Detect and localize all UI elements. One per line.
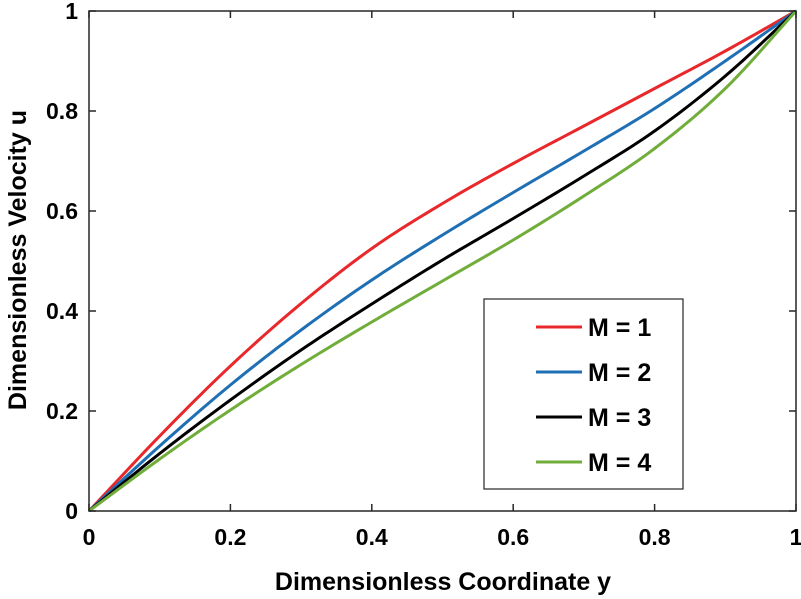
x-tick-label: 1 (790, 524, 801, 550)
series-line-m2 (87, 9, 797, 513)
series-line-m3 (88, 9, 798, 513)
axes-box (88, 10, 797, 512)
axes-layer: 0 0.2 0.4 0.6 0.8 1 0 0.2 0.4 0.6 0.8 1 (46, 0, 801, 550)
y-tick-label: 0.6 (46, 198, 78, 224)
y-axis-title: Dimensionless Velocity u (4, 110, 32, 410)
series-line-m4 (88, 9, 798, 513)
legend-box (483, 298, 684, 490)
legend-label-m3: M = 3 (588, 404, 651, 432)
y-tick-label: 0.2 (46, 398, 78, 424)
legend-label-m1: M = 1 (588, 314, 651, 342)
x-axis-title: Dimensionless Coordinate y (275, 568, 611, 596)
x-tick-label: 0.2 (214, 524, 246, 550)
legend-label-m4: M = 4 (588, 449, 651, 477)
x-tick-label: 0.4 (356, 524, 388, 550)
y-tick-label: 0.8 (46, 98, 78, 124)
series-layer (87, 9, 798, 513)
x-tick-label: 0 (83, 524, 96, 550)
legend: M = 1 M = 2 M = 3 M = 4 (483, 298, 684, 490)
y-tick-label: 1 (65, 0, 78, 24)
x-tick-label: 0.8 (639, 524, 671, 550)
y-tick-label: 0.4 (46, 298, 78, 324)
y-tick-label: 0 (65, 498, 78, 524)
series-line-m1 (87, 9, 797, 513)
x-tick-label: 0.6 (497, 524, 529, 550)
legend-label-m2: M = 2 (588, 359, 651, 387)
